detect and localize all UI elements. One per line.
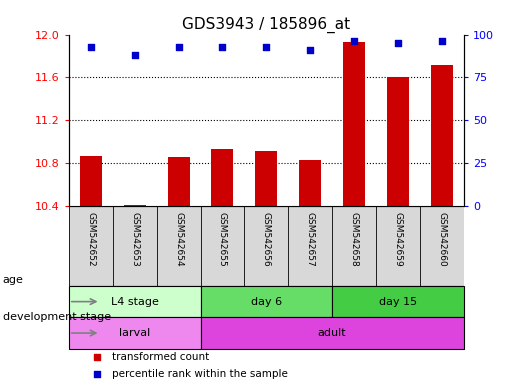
Text: day 6: day 6: [251, 296, 282, 306]
Point: [86, 43, 95, 50]
Point: [92, 354, 101, 360]
Point: [130, 52, 139, 58]
Point: [306, 47, 314, 53]
Text: development stage: development stage: [3, 312, 111, 322]
Bar: [69, 286, 200, 317]
Point: [218, 43, 227, 50]
Point: [394, 40, 402, 46]
Text: GSM542652: GSM542652: [86, 212, 95, 267]
Text: GSM542659: GSM542659: [393, 212, 402, 267]
Bar: [123, 205, 146, 206]
Bar: [255, 151, 277, 206]
Bar: [387, 78, 409, 206]
Text: L4 stage: L4 stage: [111, 296, 158, 306]
Bar: [69, 317, 200, 349]
Point: [438, 38, 446, 45]
Text: adult: adult: [318, 328, 347, 338]
Text: larval: larval: [119, 328, 151, 338]
Text: GSM542660: GSM542660: [437, 212, 446, 267]
Bar: [299, 160, 321, 206]
Text: transformed count: transformed count: [112, 352, 209, 362]
Text: GSM542656: GSM542656: [262, 212, 271, 267]
Point: [92, 371, 101, 377]
Bar: [200, 286, 332, 317]
Text: GSM542655: GSM542655: [218, 212, 227, 267]
Title: GDS3943 / 185896_at: GDS3943 / 185896_at: [182, 17, 350, 33]
Bar: [343, 42, 365, 206]
Text: GSM542657: GSM542657: [306, 212, 315, 267]
Bar: [167, 157, 190, 206]
Text: day 15: day 15: [379, 296, 417, 306]
Bar: [431, 65, 453, 206]
Point: [174, 43, 183, 50]
Text: GSM542654: GSM542654: [174, 212, 183, 267]
Point: [350, 38, 358, 45]
Bar: [80, 156, 102, 206]
Bar: [211, 149, 233, 206]
Bar: [332, 286, 464, 317]
Text: age: age: [3, 275, 23, 285]
Point: [262, 43, 270, 50]
Bar: [200, 317, 464, 349]
Text: GSM542658: GSM542658: [350, 212, 359, 267]
Text: percentile rank within the sample: percentile rank within the sample: [112, 369, 288, 379]
Text: GSM542653: GSM542653: [130, 212, 139, 267]
